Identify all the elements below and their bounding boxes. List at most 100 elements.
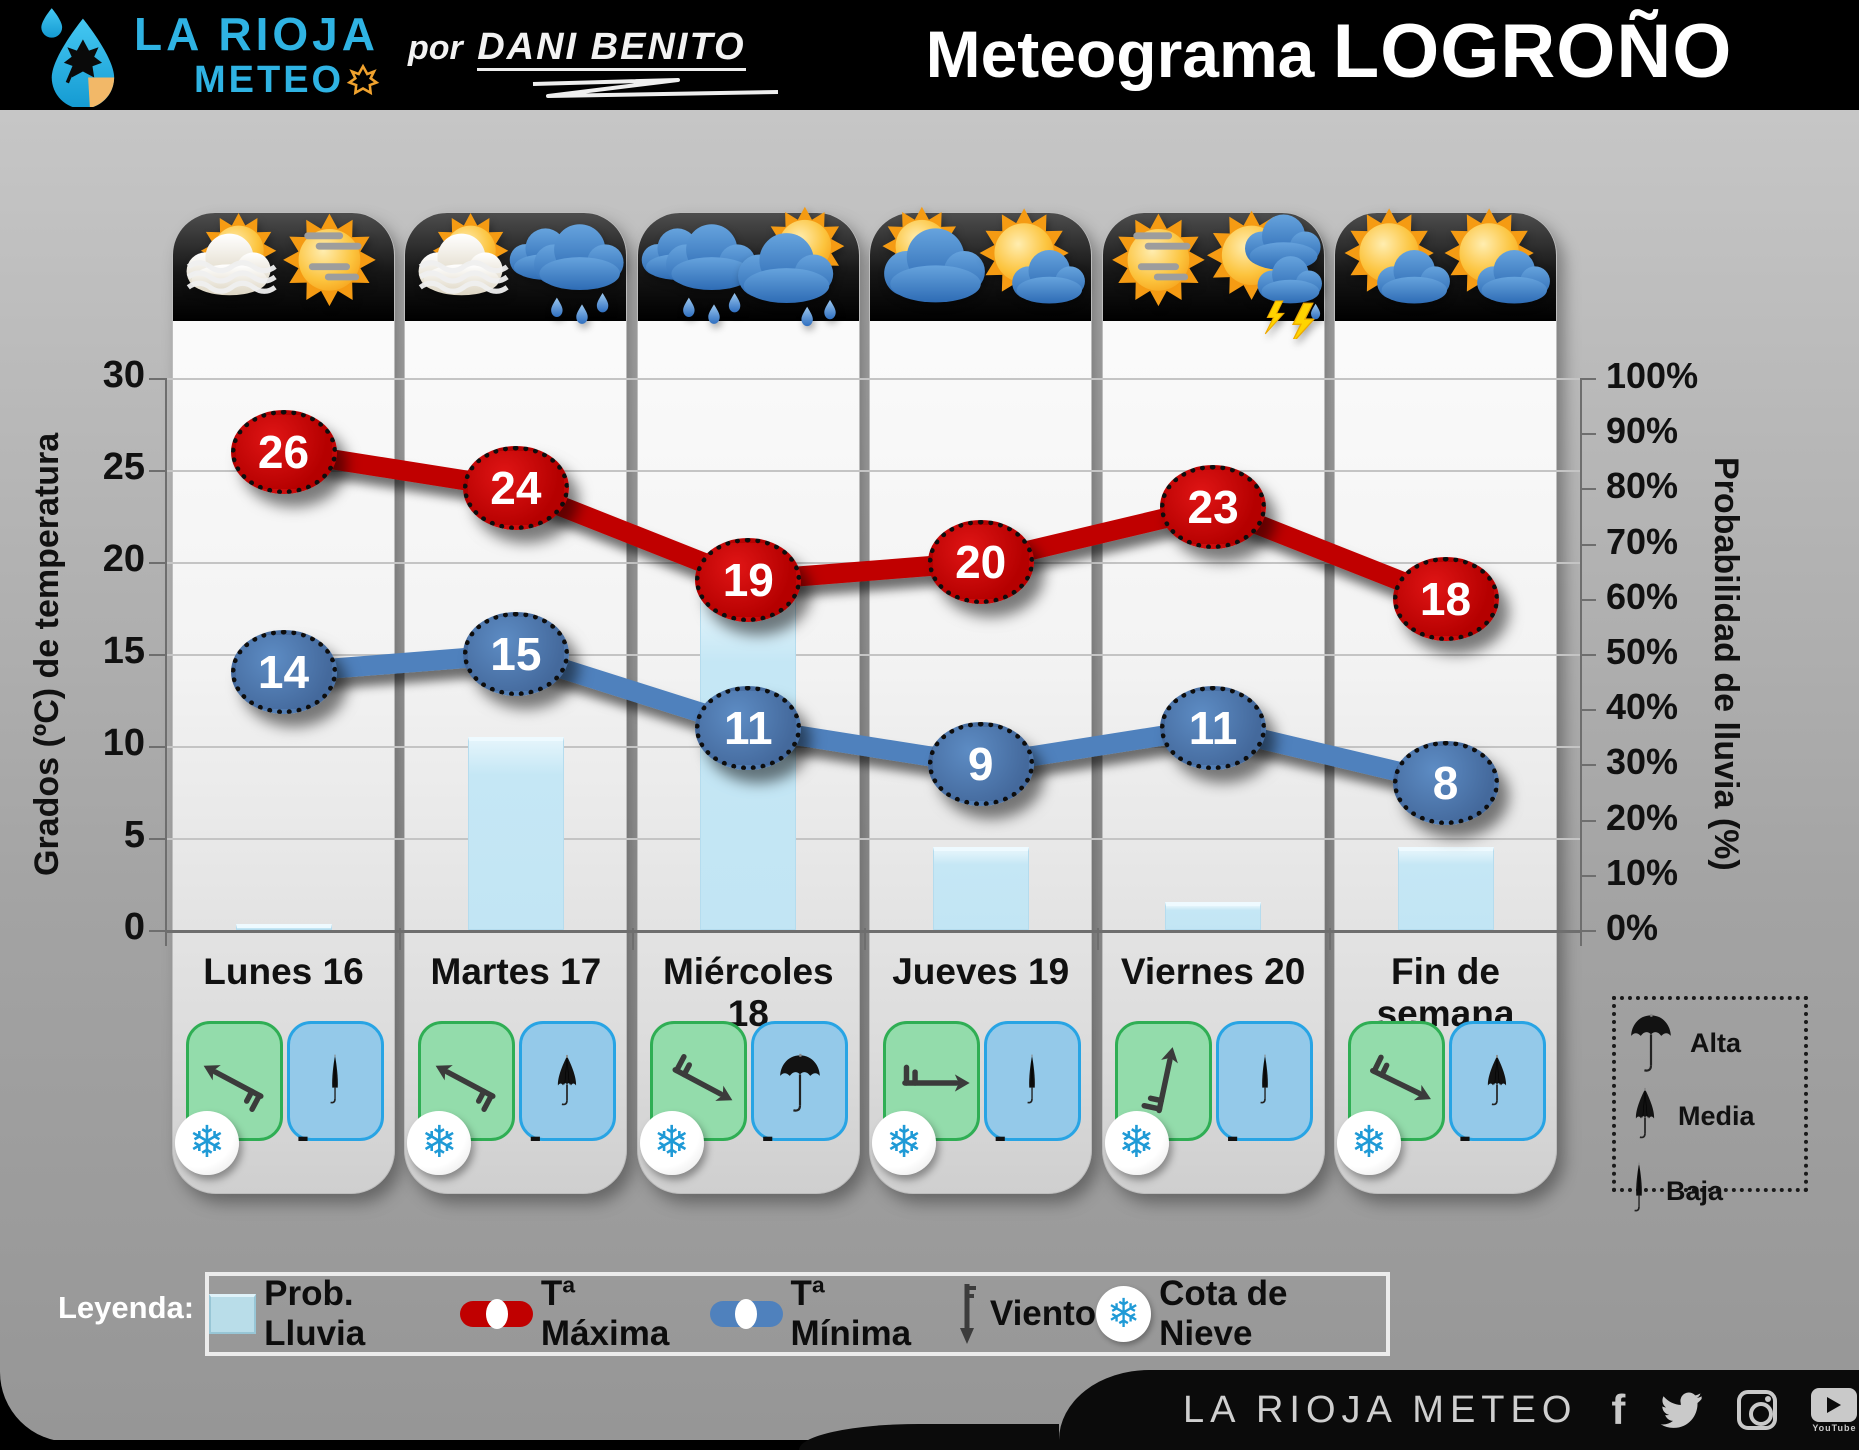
tmin-value-bubble: 9	[927, 722, 1034, 807]
x-axis-tick	[399, 928, 402, 950]
twitter-icon[interactable]	[1659, 1391, 1703, 1429]
snow-level-value: -	[1459, 1115, 1471, 1156]
right-axis-label: 60%	[1606, 575, 1679, 617]
x-axis-tick	[864, 928, 867, 950]
x-axis-tick	[631, 928, 634, 950]
right-axis-label: 70%	[1606, 520, 1679, 562]
x-axis-tick	[1096, 928, 1099, 950]
tmax-value-bubble: 23	[1160, 464, 1267, 549]
left-tick	[149, 930, 165, 932]
left-axis-line	[165, 378, 167, 946]
rain-intensity-umbrella-box-media	[518, 1021, 616, 1141]
day-panel-2: Martes 17 ❄ -	[404, 212, 628, 1194]
sun-cloud-icon	[1344, 208, 1450, 304]
tmax-value-bubble: 20	[927, 520, 1034, 604]
right-axis-label: 30%	[1606, 741, 1679, 783]
rain-prob-bar	[1397, 847, 1494, 930]
rain-prob-bar	[235, 924, 332, 930]
leaf-icon	[346, 63, 380, 96]
byline-author: DANI BENITO	[477, 26, 746, 71]
left-axis-label: 0	[123, 906, 145, 948]
footer-brand: LA RIOJA METEO	[1183, 1388, 1578, 1431]
legend-item-snow: ❄ Cota de Nieve	[1096, 1274, 1386, 1354]
water-drop-logo-icon	[41, 8, 115, 107]
day-panel-6: Fin de semana ❄ -	[1334, 208, 1557, 1194]
left-tick	[149, 838, 165, 840]
rain-intensity-umbrella-box-baja	[1216, 1021, 1314, 1141]
day-label: Jueves 19	[892, 951, 1070, 992]
weather-icons	[173, 199, 394, 349]
rain-prob-bar	[467, 736, 564, 930]
x-axis-tick	[1329, 928, 1331, 950]
snow-level-icon: ❄	[872, 1111, 937, 1175]
tmin-value-bubble: 11	[1160, 685, 1267, 770]
left-tick	[149, 378, 165, 380]
day-label: Viernes 20	[1120, 951, 1306, 992]
left-axis-label: 30	[102, 354, 145, 396]
weather-icons	[1335, 199, 1556, 349]
day-label: Lunes 16	[203, 951, 364, 992]
chart-canvas: Lunes 16 ❄ -	[0, 110, 1859, 1442]
rain-intensity-umbrella-box-alta	[751, 1021, 849, 1141]
cloud-sun-icon	[882, 206, 985, 303]
weather-icons	[870, 199, 1091, 349]
tmin-value-bubble: 8	[1392, 740, 1499, 825]
right-tick	[1580, 488, 1596, 491]
rain-intensity-umbrella-box-media	[1448, 1021, 1546, 1141]
wind-arrow-icon	[959, 1284, 976, 1344]
snow-level-icon: ❄	[175, 1111, 239, 1175]
rain-intensity-umbrella-box-baja	[983, 1021, 1081, 1141]
legend-title: Leyenda:	[58, 1290, 195, 1325]
tmin-value-bubble: 15	[462, 612, 569, 696]
facebook-icon[interactable]: f	[1611, 1386, 1626, 1433]
legend-row-alta: Alta	[1628, 1008, 1792, 1079]
right-axis-label: 100%	[1606, 355, 1699, 396]
legend-label-alta: Alta	[1690, 1028, 1742, 1058]
sun-fog-icon	[186, 213, 277, 296]
footer-bar: LA RIOJA METEO f YouTube G	[799, 1370, 1859, 1450]
byline: por DANI BENITO	[408, 26, 779, 98]
rain-bar-swatch	[209, 1294, 257, 1334]
youtube-icon[interactable]: YouTube	[1811, 1387, 1858, 1433]
gridline-30	[165, 378, 1580, 380]
right-axis-label: 90%	[1606, 410, 1679, 452]
legend-item-tmin: Tª Mínima	[709, 1274, 952, 1354]
sun-haze-icon	[282, 213, 376, 307]
left-axis-label: 25	[102, 446, 145, 488]
social-icons: f YouTube G	[1611, 1386, 1859, 1433]
left-tick	[149, 562, 165, 564]
title-city: LOGROÑO	[1332, 9, 1733, 94]
gridline-20	[165, 562, 1580, 564]
gridline-15	[165, 654, 1580, 656]
left-tick	[149, 746, 165, 748]
legend-row-baja: Baja	[1628, 1154, 1792, 1229]
sun-fog-icon	[418, 213, 509, 296]
right-tick	[1580, 433, 1596, 436]
weather-icons	[638, 199, 859, 349]
snow-level-value: -	[297, 1115, 309, 1156]
right-tick	[1580, 654, 1596, 656]
tmax-line-swatch	[460, 1299, 533, 1329]
instagram-icon[interactable]	[1737, 1390, 1778, 1430]
umbrella-intensity-legend: Alta Media Baja	[1612, 996, 1808, 1212]
snow-level-icon: ❄	[639, 1111, 704, 1175]
right-tick	[1580, 543, 1596, 546]
snowflake-icon: ❄	[1096, 1286, 1152, 1342]
gridline-5	[165, 838, 1580, 840]
right-axis-label: 40%	[1606, 686, 1679, 728]
page-title: Meteograma LOGROÑO	[829, 8, 1829, 95]
sun-haze-icon	[1112, 213, 1205, 307]
right-axis-label: 50%	[1606, 631, 1679, 672]
sun-cloud-icon	[979, 208, 1085, 304]
brand-logo: LA RIOJA METEO	[28, 2, 380, 108]
snow-level-value: -	[994, 1115, 1007, 1156]
weather-icons	[405, 199, 626, 349]
snow-level-icon: ❄	[1337, 1111, 1401, 1175]
sun-cloud-icon	[1444, 208, 1550, 304]
left-axis-label: 15	[102, 630, 145, 672]
gridline-25	[165, 470, 1580, 472]
rain-prob-bar	[932, 847, 1029, 930]
title-prefix: Meteograma	[925, 17, 1333, 91]
legend-item-rain: Prob. Lluvia	[209, 1274, 460, 1354]
